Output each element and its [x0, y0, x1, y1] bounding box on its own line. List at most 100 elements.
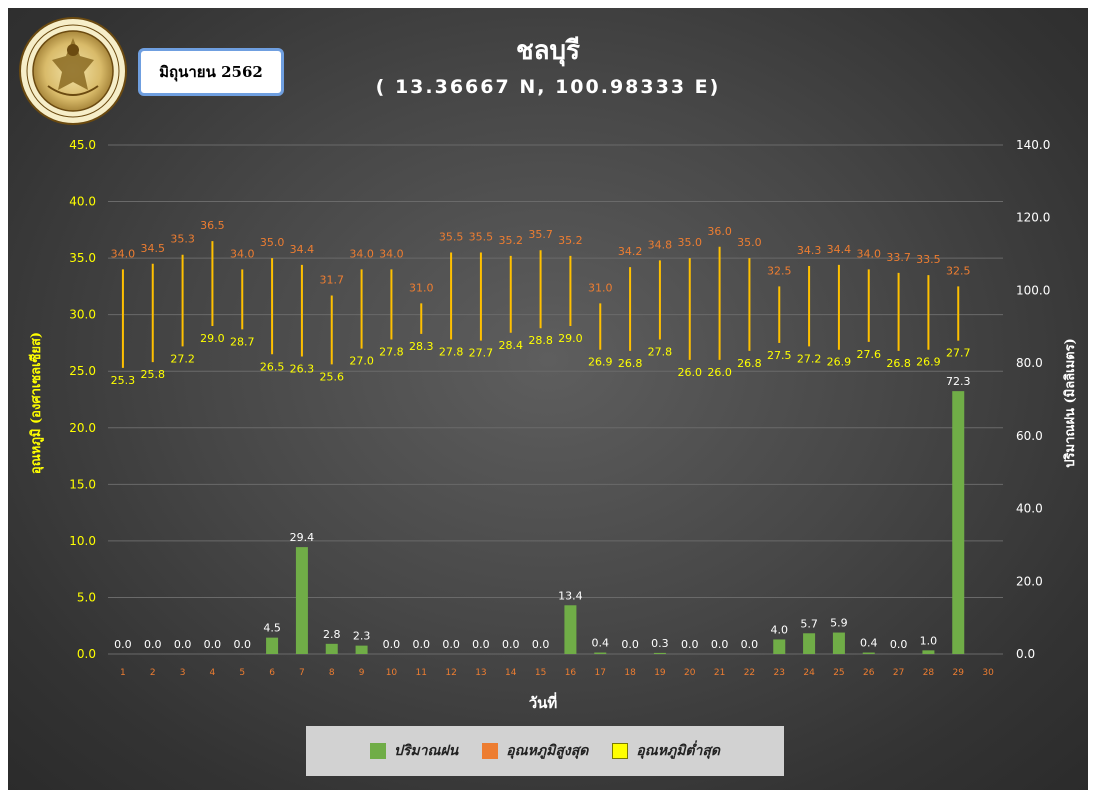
legend: ปริมาณฝน อุณหภูมิสูงสุด อุณหภูมิต่ำสุด: [306, 726, 784, 776]
x-tick-label: 14: [505, 668, 517, 678]
rain-bar: [266, 637, 279, 654]
rain-value-label: 0.0: [442, 638, 460, 651]
tmax-value-label: 35.2: [558, 234, 583, 247]
tmin-value-label: 26.0: [678, 366, 703, 379]
rain-value-label: 0.3: [651, 637, 669, 650]
x-tick-label: 19: [654, 668, 666, 678]
tmax-value-label: 31.0: [588, 281, 613, 294]
tmax-value-label: 34.8: [648, 238, 673, 251]
x-tick-label: 22: [744, 668, 755, 678]
tmax-value-label: 32.5: [946, 264, 971, 277]
tmax-value-label: 35.0: [737, 236, 762, 249]
tmax-value-label: 35.2: [499, 234, 524, 247]
x-tick-label: 15: [535, 668, 546, 678]
tmax-value-label: 35.0: [678, 236, 703, 249]
x-axis-label: วันที่: [529, 692, 558, 712]
tmin-value-label: 27.8: [648, 346, 673, 359]
tmin-value-label: 28.7: [230, 335, 255, 348]
right-axis-ticks: 0.0 20.0 40.0 60.0 80.0 100.0 120.0 140.0: [1016, 138, 1050, 661]
rain-value-label: 0.0: [383, 638, 401, 651]
x-tick-label: 27: [893, 668, 904, 678]
data-labels: 0.0 0.0 0.0 0.0 0.0 4.5 29.4 2.8 2.3 0.0 0.0 0.0 0.0…: [111, 219, 971, 651]
rain-value-label: 0.0: [741, 638, 759, 651]
rain-bar: [773, 639, 786, 654]
rain-value-label: 1.0: [920, 634, 938, 647]
left-axis-ticks: 0.0 5.0 10.0 15.0 20.0 25.0 30.0 35.0 40.0 45.0: [69, 138, 96, 661]
tmin-value-label: 27.0: [349, 355, 374, 368]
tmin-value-label: 27.6: [857, 348, 882, 361]
tmax-value-label: 34.0: [857, 247, 882, 260]
left-tick-label: 35.0: [69, 251, 96, 265]
rain-bar: [564, 605, 577, 654]
rain-value-label: 0.4: [860, 637, 878, 650]
tmin-value-label: 29.0: [200, 332, 225, 345]
right-tick-label: 0.0: [1016, 647, 1035, 661]
tmax-value-label: 34.2: [618, 245, 643, 258]
rain-value-label: 0.0: [114, 638, 132, 651]
gridlines: [108, 144, 1003, 655]
tmin-value-label: 26.9: [827, 356, 852, 369]
tmin-value-label: 26.3: [290, 363, 315, 376]
tmax-value-label: 35.5: [439, 230, 464, 243]
rain-value-label: 0.0: [234, 638, 252, 651]
tmax-value-label: 34.4: [827, 243, 852, 256]
right-tick-label: 20.0: [1016, 574, 1043, 588]
x-tick-label: 9: [359, 668, 365, 678]
tmax-value-label: 34.3: [797, 244, 822, 257]
x-tick-label: 16: [565, 668, 577, 678]
left-tick-label: 5.0: [77, 590, 96, 604]
x-tick-label: 11: [416, 668, 427, 678]
tmin-value-label: 25.6: [320, 370, 345, 383]
right-tick-label: 140.0: [1016, 138, 1050, 152]
rain-value-label: 5.7: [800, 617, 818, 630]
tmin-value-label: 27.7: [469, 347, 494, 360]
x-tick-label: 5: [239, 668, 245, 678]
rain-bar: [295, 547, 308, 654]
rain-value-label: 0.4: [592, 637, 610, 650]
tmin-value-label: 26.5: [260, 360, 285, 373]
tmin-value-label: 27.2: [797, 352, 822, 365]
rain-value-label: 13.4: [558, 589, 583, 602]
legend-item-rain: ปริมาณฝน: [369, 740, 459, 762]
left-tick-label: 15.0: [69, 477, 96, 491]
rain-value-label: 72.3: [946, 375, 971, 388]
rain-value-label: 4.0: [771, 623, 789, 636]
chart-title: ชลบุรี: [515, 36, 581, 66]
tmin-value-label: 25.8: [141, 368, 166, 381]
x-tick-label: 23: [774, 668, 785, 678]
rain-value-label: 0.0: [621, 638, 639, 651]
left-tick-label: 10.0: [69, 534, 96, 548]
tmin-value-label: 28.4: [499, 339, 524, 352]
rain-bar: [355, 645, 368, 654]
right-tick-label: 120.0: [1016, 211, 1050, 225]
tmin-swatch-icon: [612, 743, 629, 759]
x-tick-label: 6: [269, 668, 275, 678]
x-axis-ticks: 1 2 3 4 5 6 7 8 9 10 11 12 13 14 15 16 17 18 19 20 21 22 23 24 2…: [120, 668, 994, 678]
x-tick-label: 30: [982, 668, 994, 678]
rain-value-label: 29.4: [290, 531, 315, 544]
rain-bar: [803, 633, 816, 654]
x-tick-label: 2: [150, 668, 156, 678]
rain-value-label: 0.0: [144, 638, 162, 651]
tmax-value-label: 32.5: [767, 264, 792, 277]
x-tick-label: 7: [299, 668, 305, 678]
right-tick-label: 40.0: [1016, 502, 1043, 516]
x-tick-label: 20: [684, 668, 696, 678]
legend-item-tmax: อุณหภูมิสูงสุด: [482, 740, 588, 762]
rain-swatch-icon: [369, 743, 386, 759]
tmax-value-label: 34.0: [111, 247, 136, 260]
x-tick-label: 18: [624, 668, 636, 678]
tmax-swatch-icon: [482, 743, 499, 759]
tmax-value-label: 35.5: [469, 230, 494, 243]
tmin-value-label: 26.8: [618, 357, 643, 370]
tmax-value-label: 31.0: [409, 281, 434, 294]
tmax-value-label: 34.0: [230, 247, 255, 260]
tmax-value-label: 31.7: [320, 273, 345, 286]
x-tick-label: 13: [475, 668, 486, 678]
legend-item-tmin: อุณหภูมิต่ำสุด: [612, 740, 720, 762]
right-tick-label: 100.0: [1016, 283, 1050, 297]
left-tick-label: 45.0: [69, 138, 96, 152]
legend-rain-label: ปริมาณฝน: [393, 743, 459, 759]
rain-bar: [325, 643, 338, 654]
x-tick-label: 25: [833, 668, 844, 678]
